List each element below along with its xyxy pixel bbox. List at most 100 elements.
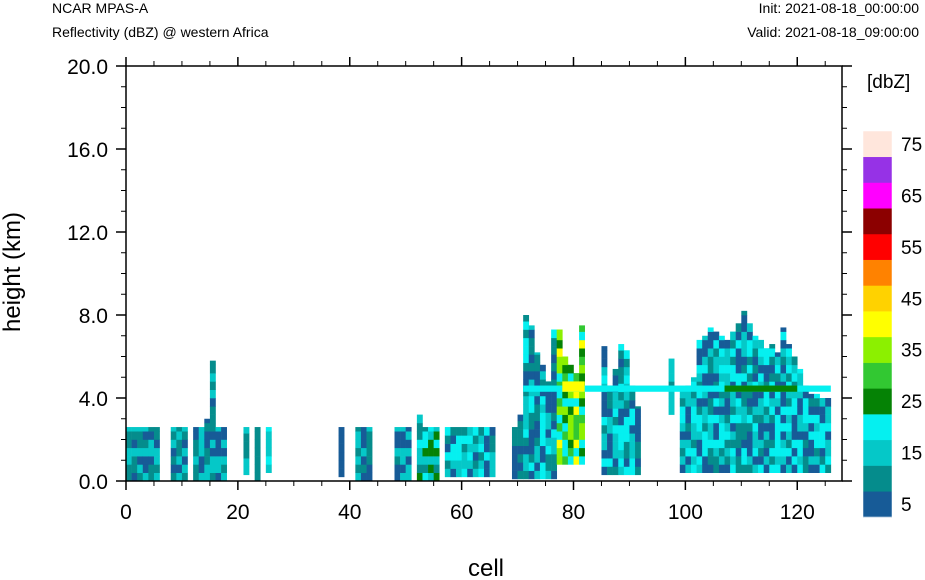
reflectivity-cell <box>545 395 552 405</box>
reflectivity-cell <box>696 348 703 357</box>
colorbar-swatch <box>863 233 892 260</box>
reflectivity-cell <box>489 451 496 461</box>
reflectivity-cell <box>215 447 222 457</box>
reflectivity-cell <box>528 437 535 447</box>
reflectivity-cell <box>763 447 770 457</box>
reflectivity-cell <box>774 456 781 465</box>
reflectivity-cell <box>730 373 737 382</box>
reflectivity-cell <box>556 398 563 407</box>
reflectivity-cell <box>193 427 200 432</box>
reflectivity-cell <box>741 431 748 440</box>
reflectivity-cell <box>198 464 205 473</box>
colorbar-tick-label: 25 <box>901 392 922 413</box>
reflectivity-cell <box>545 454 552 463</box>
reflectivity-cell <box>181 464 188 473</box>
reflectivity-cell <box>668 358 675 366</box>
reflectivity-cell <box>209 431 216 440</box>
reflectivity-cell <box>567 389 574 399</box>
reflectivity-cell <box>551 395 558 405</box>
reflectivity-cell <box>741 464 748 473</box>
reflectivity-cell <box>718 439 725 449</box>
reflectivity-cell <box>394 431 401 440</box>
reflectivity-cell <box>601 375 608 384</box>
reflectivity-cell <box>405 456 412 465</box>
reflectivity-cell <box>780 456 787 465</box>
reflectivity-cell <box>685 464 692 473</box>
reflectivity-cell <box>780 422 787 432</box>
reflectivity-cell <box>618 350 625 359</box>
reflectivity-cell <box>819 447 826 457</box>
reflectivity-cell <box>623 449 630 459</box>
reflectivity-cell <box>400 464 406 473</box>
reflectivity-cell <box>724 389 731 399</box>
reflectivity-cell <box>472 468 479 478</box>
reflectivity-cell <box>635 416 641 426</box>
reflectivity-cell <box>523 337 530 347</box>
reflectivity-cell <box>746 356 753 366</box>
reflectivity-cell <box>534 352 541 355</box>
y-tick-label: 20.0 <box>67 56 108 79</box>
reflectivity-cell <box>780 348 787 357</box>
reflectivity-cell <box>713 339 720 349</box>
reflectivity-cell <box>422 472 429 482</box>
reflectivity-cell <box>461 468 468 478</box>
reflectivity-cell <box>416 431 423 440</box>
reflectivity-cell <box>786 364 792 374</box>
reflectivity-cell <box>517 462 524 471</box>
reflectivity-cell <box>802 406 809 415</box>
reflectivity-cell <box>618 344 625 351</box>
reflectivity-cell <box>735 422 742 432</box>
reflectivity-cell <box>551 379 558 388</box>
reflectivity-cell <box>769 414 776 424</box>
reflectivity-cell <box>567 414 574 424</box>
reflectivity-cell <box>635 433 641 442</box>
reflectivity-cell <box>758 456 764 465</box>
reflectivity-cell <box>545 470 552 480</box>
reflectivity-cell <box>780 431 787 440</box>
reflectivity-cell <box>718 356 725 366</box>
reflectivity-cell <box>814 439 820 449</box>
reflectivity-cell <box>786 389 792 399</box>
reflectivity-cell <box>209 439 216 449</box>
reflectivity-cell <box>355 472 362 482</box>
reflectivity-cell <box>607 408 613 417</box>
reflectivity-cell <box>243 458 250 467</box>
reflectivity-cell <box>702 456 709 465</box>
reflectivity-cell <box>802 439 809 449</box>
reflectivity-cell <box>551 371 558 380</box>
reflectivity-cell <box>780 364 787 374</box>
reflectivity-cell <box>752 406 759 415</box>
reflectivity-cell <box>534 412 541 422</box>
reflectivity-cell <box>808 406 815 415</box>
reflectivity-cell <box>523 346 530 355</box>
y-tick-label: 12.0 <box>67 222 108 245</box>
reflectivity-cell <box>718 464 725 473</box>
reflectivity-cell <box>254 439 261 449</box>
reflectivity-cell <box>523 354 530 364</box>
reflectivity-cell <box>814 393 820 399</box>
reflectivity-cell <box>534 420 541 430</box>
reflectivity-cell <box>808 456 815 465</box>
model-name-header: NCAR MPAS-A <box>52 0 149 16</box>
reflectivity-cell <box>668 406 675 415</box>
reflectivity-cell <box>405 431 412 440</box>
reflectivity-cell <box>814 464 820 473</box>
reflectivity-cell <box>735 364 742 374</box>
colorbar: [dbZ] 5 15 25 35 45 55 65 75 <box>862 72 922 518</box>
reflectivity-cell <box>713 356 720 366</box>
reflectivity-cell <box>534 387 541 397</box>
reflectivity-cell <box>176 439 183 449</box>
reflectivity-cell <box>467 427 474 436</box>
colorbar-swatch <box>863 156 892 183</box>
reflectivity-cell <box>181 472 188 482</box>
reflectivity-cell <box>735 348 742 357</box>
reflectivity-cell <box>702 356 709 366</box>
reflectivity-cell <box>489 468 496 478</box>
reflectivity-cell <box>209 381 216 390</box>
reflectivity-cell <box>601 346 608 351</box>
reflectivity-cell <box>193 464 200 473</box>
reflectivity-cell <box>562 456 569 465</box>
reflectivity-cell <box>707 348 714 357</box>
reflectivity-cell <box>254 456 261 465</box>
reflectivity-cell <box>601 433 608 442</box>
